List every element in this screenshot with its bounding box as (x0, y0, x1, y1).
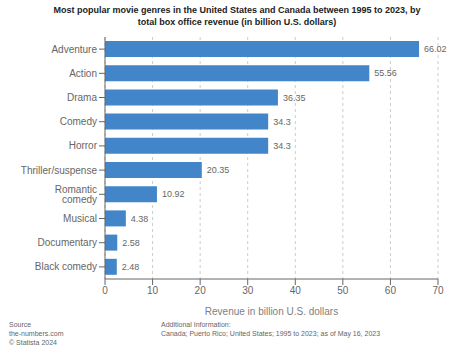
svg-text:Musical: Musical (63, 213, 97, 224)
svg-text:20.35: 20.35 (207, 165, 230, 175)
svg-text:Revenue in billion U.S. dollar: Revenue in billion U.S. dollars (205, 306, 338, 317)
svg-text:Adventure: Adventure (51, 44, 97, 55)
svg-text:Drama: Drama (67, 92, 97, 103)
html-text:Most popular movie genres in t: Most popular movie genres in the United … (53, 5, 421, 15)
svg-text:0: 0 (102, 285, 108, 296)
svg-text:34.3: 34.3 (273, 141, 291, 151)
svg-text:2.58: 2.58 (122, 238, 140, 248)
svg-text:Horror: Horror (69, 140, 98, 151)
svg-text:30: 30 (242, 285, 254, 296)
svg-text:34.3: 34.3 (273, 117, 291, 127)
svg-text:Romanticcomedy: Romanticcomedy (55, 184, 97, 205)
html-text:Source the-numbers.com © Stati: Source the-numbers.com © Statista 2024 (9, 321, 64, 346)
svg-text:Comedy: Comedy (60, 116, 97, 127)
svg-text:66.02: 66.02 (424, 44, 447, 54)
svg-text:60: 60 (385, 285, 397, 296)
svg-text:36.35: 36.35 (283, 93, 306, 103)
html-text:Additional Information: Canada: Additional Information: Canada; Puerto R… (161, 321, 381, 337)
svg-text:20: 20 (195, 285, 207, 296)
svg-text:Documentary: Documentary (38, 237, 97, 248)
svg-text:10.92: 10.92 (162, 189, 185, 199)
svg-text:Black comedy: Black comedy (35, 261, 97, 272)
svg-text:55.56: 55.56 (374, 68, 397, 78)
svg-text:Thriller/suspense: Thriller/suspense (21, 165, 98, 176)
svg-text:Action: Action (69, 68, 97, 79)
svg-text:70: 70 (432, 285, 444, 296)
html-text:total box office revenue (in b: total box office revenue (in billion U.S… (137, 17, 337, 27)
svg-text:40: 40 (290, 285, 302, 296)
svg-text:50: 50 (337, 285, 349, 296)
svg-text:4.38: 4.38 (131, 214, 149, 224)
svg-text:10: 10 (147, 285, 159, 296)
svg-text:2.48: 2.48 (122, 262, 140, 272)
